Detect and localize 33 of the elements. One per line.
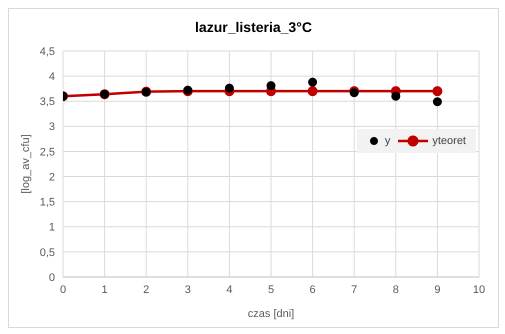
y-tick-label: 3 [48, 121, 55, 134]
x-tick-label: 7 [351, 284, 358, 296]
point [432, 86, 442, 96]
point [308, 78, 318, 87]
x-tick-label: 1 [102, 284, 108, 296]
y-tick-label: 2 [48, 171, 55, 184]
x-tick-label: 6 [310, 284, 316, 296]
point [391, 92, 400, 101]
x-axis-title: czas [dni] [248, 308, 294, 320]
x-tick-label: 9 [434, 284, 440, 296]
x-tick-label: 2 [143, 284, 150, 296]
y-tick-label: 4,5 [40, 46, 55, 58]
y-axis-title: [log_av_cfu] [20, 134, 32, 194]
x-tick-label: 0 [60, 284, 66, 296]
point [266, 81, 276, 90]
y-tick-label: 1,5 [40, 196, 55, 209]
x-tick-label: 4 [226, 284, 232, 296]
legend-label: y [384, 135, 390, 147]
point [308, 86, 318, 96]
x-tick-label: 8 [392, 284, 399, 296]
legend-label: yteoret [432, 135, 466, 147]
point [432, 97, 442, 106]
y-tick-label: 0,5 [40, 246, 55, 259]
y-tick-label: 1 [48, 222, 55, 234]
point [224, 84, 234, 93]
x-tick-label: 5 [268, 284, 274, 296]
x-tick-label: 10 [472, 284, 486, 296]
y-tick-label: 2,5 [40, 146, 55, 158]
y-tick-label: 4 [48, 71, 55, 84]
y-tick-label: 3,5 [40, 96, 55, 108]
chart-title: lazur_listeria_3°C [194, 19, 313, 35]
x-tick-label: 3 [184, 284, 191, 296]
y-tick-label: 0 [48, 272, 55, 284]
